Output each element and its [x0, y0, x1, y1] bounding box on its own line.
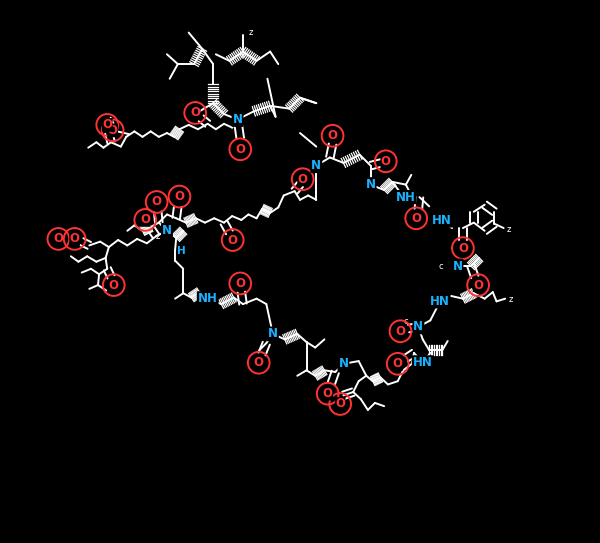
Text: N: N: [162, 224, 172, 237]
Text: O: O: [102, 118, 112, 131]
Text: O: O: [458, 242, 468, 255]
Text: HN: HN: [433, 214, 452, 227]
Text: N: N: [311, 159, 321, 172]
Text: z: z: [508, 295, 513, 304]
Text: O: O: [109, 279, 119, 292]
Text: O: O: [70, 232, 80, 245]
Text: N: N: [338, 357, 349, 370]
Text: O: O: [152, 195, 161, 209]
Text: O: O: [395, 325, 406, 338]
Text: z: z: [507, 225, 511, 233]
Text: N: N: [365, 178, 376, 191]
Text: O: O: [411, 212, 421, 225]
Text: O: O: [298, 173, 308, 186]
Text: NH: NH: [198, 292, 218, 305]
Text: NH: NH: [396, 191, 416, 204]
Text: HN: HN: [413, 356, 433, 369]
Text: HN: HN: [430, 295, 450, 308]
Text: z: z: [249, 28, 253, 37]
Text: O: O: [190, 106, 200, 119]
Text: O: O: [107, 124, 118, 137]
Text: N: N: [233, 113, 242, 126]
Text: O: O: [175, 190, 184, 203]
Text: O: O: [393, 357, 403, 370]
Text: O: O: [235, 277, 245, 290]
Text: N: N: [268, 327, 278, 340]
Text: O: O: [328, 129, 338, 142]
Text: O: O: [227, 233, 238, 247]
Text: O: O: [473, 279, 483, 292]
Text: O: O: [235, 143, 245, 156]
Text: c: c: [439, 262, 443, 270]
Text: O: O: [53, 232, 64, 245]
Text: c: c: [404, 317, 408, 326]
Text: O: O: [323, 387, 332, 400]
Text: N: N: [452, 260, 463, 273]
Text: O: O: [335, 397, 345, 411]
Text: N: N: [413, 320, 424, 333]
Text: H: H: [177, 246, 186, 256]
Text: O: O: [140, 213, 150, 226]
Text: O: O: [254, 356, 264, 369]
Text: z: z: [155, 232, 160, 241]
Text: O: O: [381, 155, 391, 168]
